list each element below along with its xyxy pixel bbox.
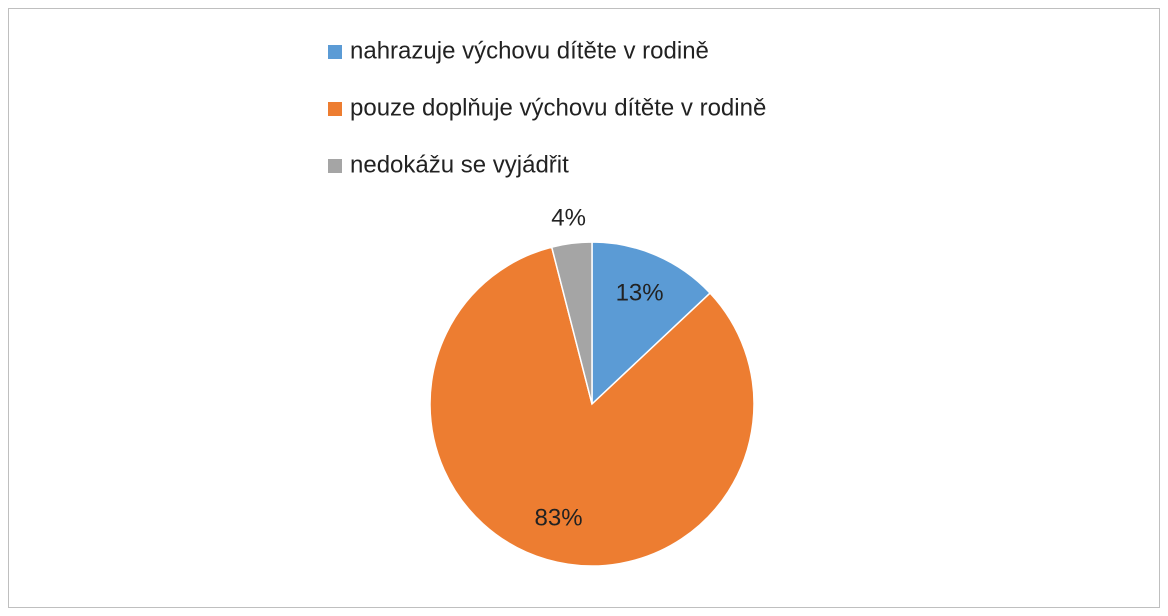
legend-swatch — [328, 45, 342, 59]
legend-label: nedokážu se vyjádřit — [350, 151, 569, 178]
pie-slice — [429, 246, 755, 567]
data-label: 83% — [535, 504, 583, 531]
pie-slice — [591, 241, 712, 406]
data-label: 4% — [551, 205, 586, 232]
data-label: 13% — [616, 279, 664, 306]
legend-swatch — [328, 159, 342, 173]
legend-swatch — [328, 102, 342, 116]
pie-slice — [550, 241, 593, 405]
legend-label: nahrazuje výchovu dítěte v rodině — [350, 37, 709, 64]
legend-label: pouze doplňuje výchovu dítěte v rodině — [350, 94, 766, 121]
